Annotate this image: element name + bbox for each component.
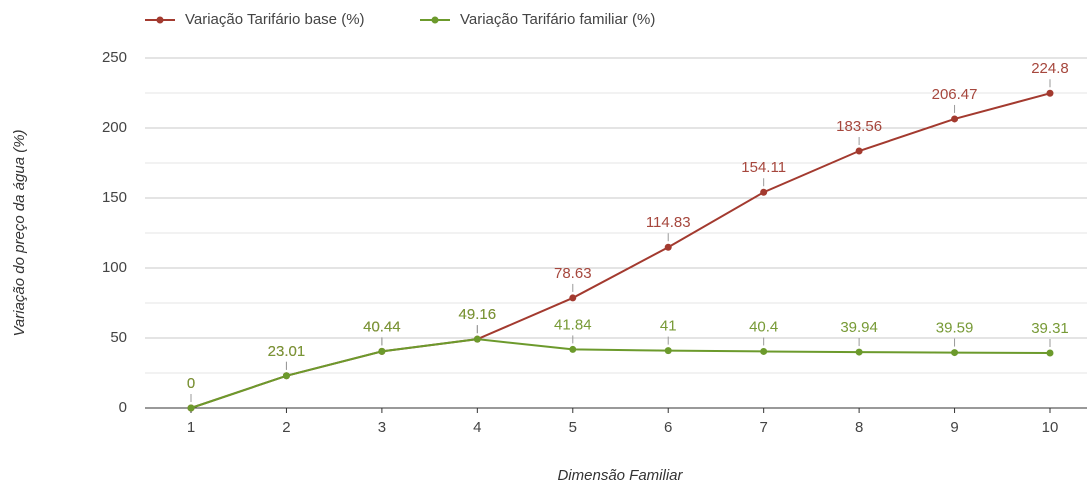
point — [569, 345, 577, 353]
legend-marker — [156, 16, 164, 24]
point — [664, 243, 672, 251]
x-tick-label: 7 — [759, 419, 767, 436]
data-label: 0 — [187, 375, 195, 392]
data-label: 23.01 — [268, 343, 306, 360]
legend-label: Variação Tarifário base (%) — [185, 11, 365, 28]
data-label: 23.01 — [268, 343, 306, 360]
data-label: 39.94 — [840, 319, 878, 336]
x-axis-title: Dimensão Familiar — [557, 467, 683, 484]
point — [664, 347, 672, 355]
point — [760, 347, 768, 355]
data-label: 41.84 — [554, 316, 592, 333]
legend-marker — [431, 16, 439, 24]
y-tick-label: 50 — [110, 329, 127, 346]
data-label: 114.83 — [646, 214, 691, 231]
point — [855, 147, 863, 155]
series-line — [190, 338, 1051, 409]
x-tick-label: 1 — [187, 419, 195, 436]
x-tick-label: 9 — [950, 419, 958, 436]
y-axis-title: Variação do preço da água (%) — [11, 129, 28, 336]
x-tick-label: 2 — [282, 419, 290, 436]
point — [951, 115, 959, 123]
point — [473, 335, 481, 343]
point — [569, 294, 577, 302]
x-tick-label: 4 — [473, 419, 481, 436]
data-label: 40.44 — [363, 318, 401, 335]
data-label: 49.16 — [459, 306, 497, 323]
x-tick-label: 3 — [378, 419, 386, 436]
point — [951, 349, 959, 357]
point — [1046, 89, 1054, 97]
point — [282, 372, 290, 380]
x-tick-label: 8 — [855, 419, 863, 436]
data-label: 39.31 — [1031, 320, 1069, 337]
data-label: 0 — [187, 375, 195, 392]
point — [1046, 349, 1054, 357]
legend-label: Variação Tarifário familiar (%) — [460, 11, 655, 28]
x-tick-label: 5 — [569, 419, 577, 436]
y-tick-label: 150 — [102, 189, 127, 206]
point — [760, 188, 768, 196]
data-label: 40.44 — [363, 318, 401, 335]
data-label: 206.47 — [932, 86, 978, 103]
point — [187, 404, 195, 412]
x-tick-label: 6 — [664, 419, 672, 436]
data-label: 39.59 — [936, 320, 974, 337]
y-tick-label: 250 — [102, 49, 127, 66]
data-label: 154.11 — [741, 159, 786, 176]
y-tick-label: 0 — [119, 399, 127, 416]
data-label: 41 — [660, 318, 677, 335]
series-line — [190, 92, 1051, 409]
y-tick-label: 200 — [102, 119, 127, 136]
data-label: 40.4 — [749, 318, 778, 335]
data-label: 183.56 — [836, 118, 882, 135]
data-label: 224.8 — [1031, 60, 1069, 77]
x-tick-label: 10 — [1042, 419, 1059, 436]
point — [378, 347, 386, 355]
point — [855, 348, 863, 356]
data-label: 78.63 — [554, 265, 592, 282]
data-label: 49.16 — [459, 306, 497, 323]
y-tick-label: 100 — [102, 259, 127, 276]
